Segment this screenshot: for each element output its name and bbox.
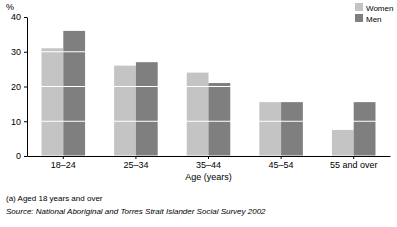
y-tick: 40 xyxy=(11,12,27,22)
x-tick-label: 55 and over xyxy=(330,160,378,170)
x-tick-mark xyxy=(281,156,282,159)
y-tick: 0 xyxy=(16,151,27,161)
bar xyxy=(42,48,64,156)
grid-line xyxy=(27,17,390,18)
x-tick-mark xyxy=(208,156,209,159)
bar xyxy=(259,102,281,156)
x-tick-label: 18–24 xyxy=(51,160,76,170)
grid xyxy=(27,17,390,156)
x-tick-label: 25–34 xyxy=(123,160,148,170)
bar xyxy=(354,102,376,156)
legend-swatch xyxy=(355,14,363,22)
y-tick-mark xyxy=(24,156,27,157)
legend-label: Men xyxy=(366,15,382,24)
legend-swatch xyxy=(355,3,363,11)
y-tick-label: 20 xyxy=(11,82,21,92)
bar xyxy=(332,130,354,156)
annotation: Source: National Aboriginal and Torres S… xyxy=(6,207,266,216)
y-tick-label: 30 xyxy=(11,47,21,57)
x-tick: 18–24 xyxy=(51,156,76,170)
x-tick-mark xyxy=(353,156,354,159)
y-tick-mark xyxy=(24,87,27,88)
x-tick-mark xyxy=(135,156,136,159)
y-tick-label: 10 xyxy=(11,117,21,127)
y-tick: 30 xyxy=(11,47,27,57)
y-tick-mark xyxy=(24,121,27,122)
y-tick-mark xyxy=(24,17,27,18)
x-tick-label: 35–44 xyxy=(196,160,221,170)
x-tick: 25–34 xyxy=(123,156,148,170)
plot: 0 10 20 30 40 18–24 25–34 35–44 45–54 55 and over xyxy=(11,12,391,170)
grid-line xyxy=(27,121,390,122)
legend: Women Men xyxy=(355,3,393,24)
y-axis-title: % xyxy=(6,2,14,12)
x-tick-label: 45–54 xyxy=(269,160,294,170)
bar xyxy=(209,83,231,156)
x-axis: 18–24 25–34 35–44 45–54 55 and over xyxy=(28,156,391,170)
x-tick: 35–44 xyxy=(196,156,221,170)
y-axis-line xyxy=(27,18,28,157)
annotation: (a) Aged 18 years and over xyxy=(6,194,103,203)
grid-line xyxy=(27,51,390,52)
y-tick-label: 40 xyxy=(11,12,21,22)
y-tick: 10 xyxy=(11,117,27,127)
y-tick: 20 xyxy=(11,82,27,92)
bar xyxy=(136,62,158,156)
legend-label: Women xyxy=(366,4,393,13)
bars xyxy=(42,31,376,156)
x-tick-mark xyxy=(63,156,64,159)
bar xyxy=(187,73,209,156)
y-tick-mark xyxy=(24,52,27,53)
bar xyxy=(114,66,136,156)
bar xyxy=(281,102,303,156)
y-tick-label: 0 xyxy=(16,151,21,161)
x-axis-title: Age (years) xyxy=(185,172,232,182)
grid-line xyxy=(27,86,390,87)
x-tick: 45–54 xyxy=(269,156,294,170)
x-tick: 55 and over xyxy=(330,156,378,170)
y-axis: 0 10 20 30 40 xyxy=(11,12,28,161)
bar xyxy=(63,31,85,156)
chart: 0 10 20 30 40 18–24 25–34 35–44 45–54 55 and over… xyxy=(0,0,397,227)
